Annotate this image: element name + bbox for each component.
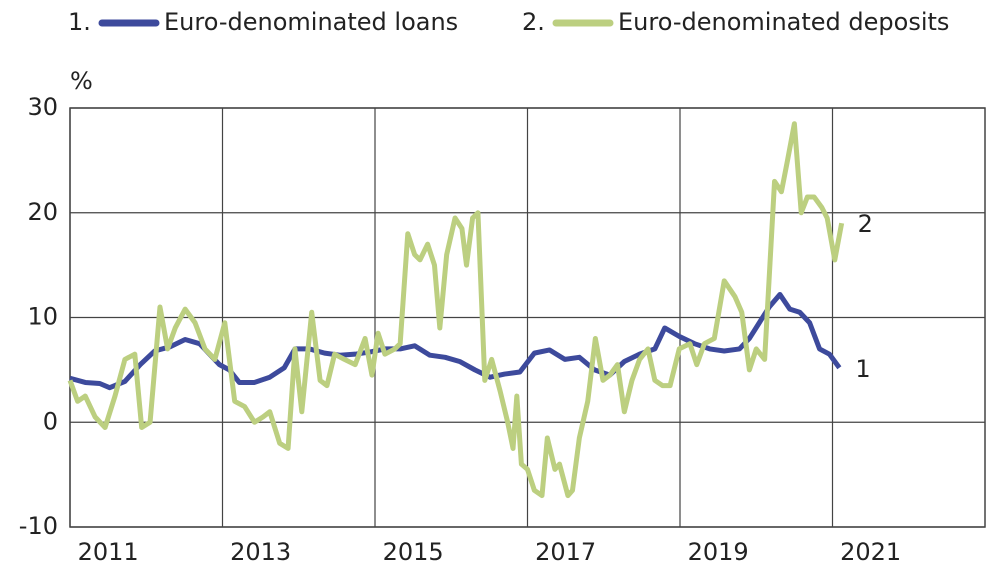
y-tick-label: 10 [27,303,58,331]
series-line [67,121,845,499]
plot-frame [69,107,986,528]
legend-number: 1. [68,8,91,36]
x-tick-label: 2021 [840,538,901,566]
y-tick-label: -10 [19,512,58,540]
x-tick-label: 2015 [383,538,444,566]
legend-label: Euro-denominated loans [164,8,458,36]
end-label: 1 [855,355,870,383]
y-unit: % [70,67,93,95]
x-tick-label: 2017 [535,538,596,566]
x-tick-label: 2019 [688,538,749,566]
x-tick-label: 2013 [230,538,291,566]
x-tick-label: 2011 [78,538,139,566]
legend-label: Euro-denominated deposits [618,8,949,36]
y-tick-label: 20 [27,198,58,226]
end-label: 2 [858,210,873,238]
y-tick-label: 0 [43,407,58,435]
y-tick-label: 30 [27,93,58,121]
legend-number: 2. [522,8,545,36]
